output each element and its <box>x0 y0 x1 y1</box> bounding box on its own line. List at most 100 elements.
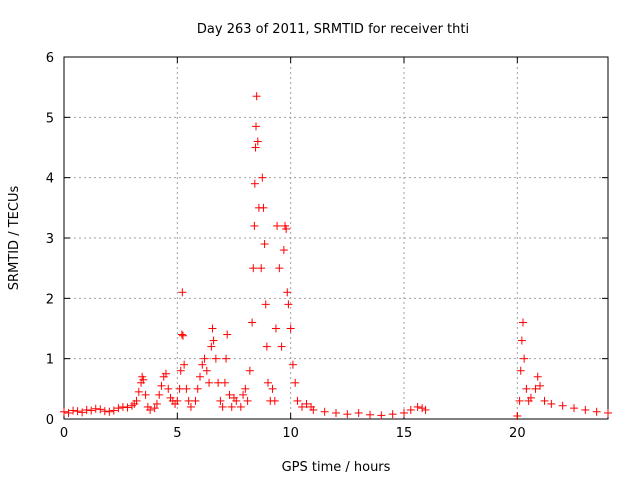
data-point <box>193 384 202 393</box>
data-point <box>604 408 612 417</box>
data-point <box>96 405 105 414</box>
grid-lines <box>64 57 608 419</box>
x-tick-label: 10 <box>282 426 299 441</box>
data-point <box>264 378 272 387</box>
data-point <box>253 137 262 146</box>
y-tick-label: 1 <box>46 353 54 368</box>
y-tick-label: 0 <box>46 413 54 428</box>
data-point <box>146 405 155 414</box>
data-point <box>279 246 288 255</box>
data-point <box>87 406 96 415</box>
data-point <box>406 405 415 414</box>
data-point <box>302 399 311 408</box>
y-tick-label: 6 <box>46 51 54 66</box>
data-point <box>105 407 114 416</box>
data-point <box>515 396 524 405</box>
data-points <box>60 92 612 420</box>
data-point <box>270 396 279 405</box>
data-point <box>155 390 164 399</box>
y-tick-label: 5 <box>46 111 54 126</box>
data-point <box>82 405 91 414</box>
data-point <box>284 300 293 309</box>
data-point <box>320 407 329 416</box>
data-point <box>271 324 280 333</box>
data-point <box>258 173 267 182</box>
data-point <box>73 407 82 416</box>
data-point <box>522 384 531 393</box>
data-point <box>286 324 295 333</box>
data-point <box>519 318 527 327</box>
data-point <box>277 342 286 351</box>
data-point <box>250 221 259 230</box>
data-point <box>118 402 127 411</box>
data-point <box>209 336 218 345</box>
y-tick-label: 4 <box>46 172 54 187</box>
data-point <box>241 384 250 393</box>
data-point <box>526 393 535 402</box>
data-point <box>418 404 427 413</box>
data-point <box>343 410 352 419</box>
data-point <box>283 288 292 297</box>
data-point <box>516 366 525 375</box>
data-point <box>558 401 567 410</box>
data-point <box>251 143 260 152</box>
data-point <box>132 396 141 405</box>
x-tick-label: 15 <box>396 426 413 441</box>
data-point <box>366 410 374 419</box>
data-point <box>205 378 214 387</box>
data-point <box>180 360 189 369</box>
data-point <box>214 378 223 387</box>
data-point <box>232 396 241 405</box>
data-point <box>243 396 252 405</box>
data-point <box>200 354 209 363</box>
data-point <box>531 384 540 393</box>
data-point <box>273 221 282 230</box>
x-axis-title: GPS time / hours <box>282 460 391 475</box>
data-point <box>288 360 297 369</box>
data-point <box>400 408 408 417</box>
data-point <box>191 396 200 405</box>
data-point <box>332 408 340 417</box>
data-point <box>298 402 306 411</box>
x-tick-label: 20 <box>509 426 526 441</box>
data-point <box>245 366 254 375</box>
data-point <box>202 366 211 375</box>
data-point <box>239 390 248 399</box>
data-point <box>186 402 195 411</box>
y-axis-title: SRMTID / TECUs <box>7 186 22 291</box>
data-point <box>536 381 544 390</box>
data-point <box>91 404 100 413</box>
data-point <box>248 318 257 327</box>
data-point <box>139 375 148 384</box>
data-point <box>152 399 161 408</box>
data-point <box>64 408 73 417</box>
data-point <box>150 404 159 413</box>
data-point <box>223 330 232 339</box>
data-point <box>249 264 258 273</box>
y-tick-label: 2 <box>46 292 54 307</box>
x-tick-label: 5 <box>173 426 181 441</box>
data-point <box>262 342 271 351</box>
data-point <box>252 92 261 101</box>
data-point <box>220 378 229 387</box>
data-point <box>211 354 220 363</box>
data-point <box>207 342 216 351</box>
data-point <box>309 405 318 414</box>
data-point <box>282 224 291 233</box>
data-point <box>164 384 173 393</box>
data-point <box>218 402 227 411</box>
data-point <box>177 330 186 339</box>
data-point <box>157 381 166 390</box>
data-point <box>570 404 578 413</box>
data-point <box>78 408 87 417</box>
data-point <box>268 384 277 393</box>
y-tick-label: 3 <box>46 232 54 247</box>
data-point <box>178 288 187 297</box>
data-point <box>175 384 184 393</box>
data-point <box>259 203 268 212</box>
data-point <box>176 366 185 375</box>
data-point <box>141 390 150 399</box>
data-point <box>69 406 78 415</box>
data-point <box>261 300 270 309</box>
